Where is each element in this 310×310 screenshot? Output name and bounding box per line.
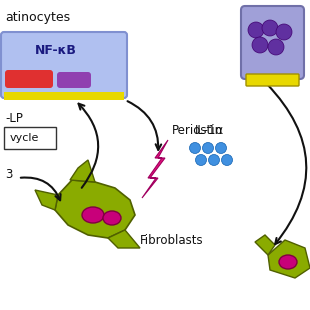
Ellipse shape	[279, 255, 297, 269]
Circle shape	[209, 154, 219, 166]
FancyBboxPatch shape	[246, 74, 299, 86]
Polygon shape	[35, 190, 58, 210]
Circle shape	[189, 143, 201, 153]
Text: IL-1α: IL-1α	[195, 123, 224, 136]
Text: Fibroblasts: Fibroblasts	[140, 233, 204, 246]
Ellipse shape	[82, 207, 104, 223]
Text: atinocytes: atinocytes	[5, 11, 70, 24]
Circle shape	[252, 37, 268, 53]
Polygon shape	[108, 230, 140, 248]
Circle shape	[262, 20, 278, 36]
FancyBboxPatch shape	[57, 72, 91, 88]
Text: Periostin: Periostin	[172, 123, 223, 136]
Circle shape	[276, 24, 292, 40]
Text: NF-κB: NF-κB	[35, 43, 77, 56]
Polygon shape	[70, 160, 95, 182]
FancyBboxPatch shape	[5, 70, 53, 88]
Circle shape	[196, 154, 206, 166]
Text: 3: 3	[5, 169, 12, 181]
Circle shape	[268, 39, 284, 55]
FancyBboxPatch shape	[1, 32, 127, 98]
Ellipse shape	[103, 211, 121, 225]
Text: -LP: -LP	[5, 112, 23, 125]
Polygon shape	[55, 180, 135, 238]
Polygon shape	[268, 240, 310, 278]
Circle shape	[222, 154, 232, 166]
Polygon shape	[255, 235, 275, 255]
Circle shape	[202, 143, 214, 153]
FancyBboxPatch shape	[4, 127, 56, 149]
Circle shape	[248, 22, 264, 38]
FancyBboxPatch shape	[241, 6, 304, 79]
Polygon shape	[142, 140, 168, 198]
FancyBboxPatch shape	[4, 92, 124, 100]
Text: vycle: vycle	[10, 133, 39, 143]
Circle shape	[215, 143, 227, 153]
